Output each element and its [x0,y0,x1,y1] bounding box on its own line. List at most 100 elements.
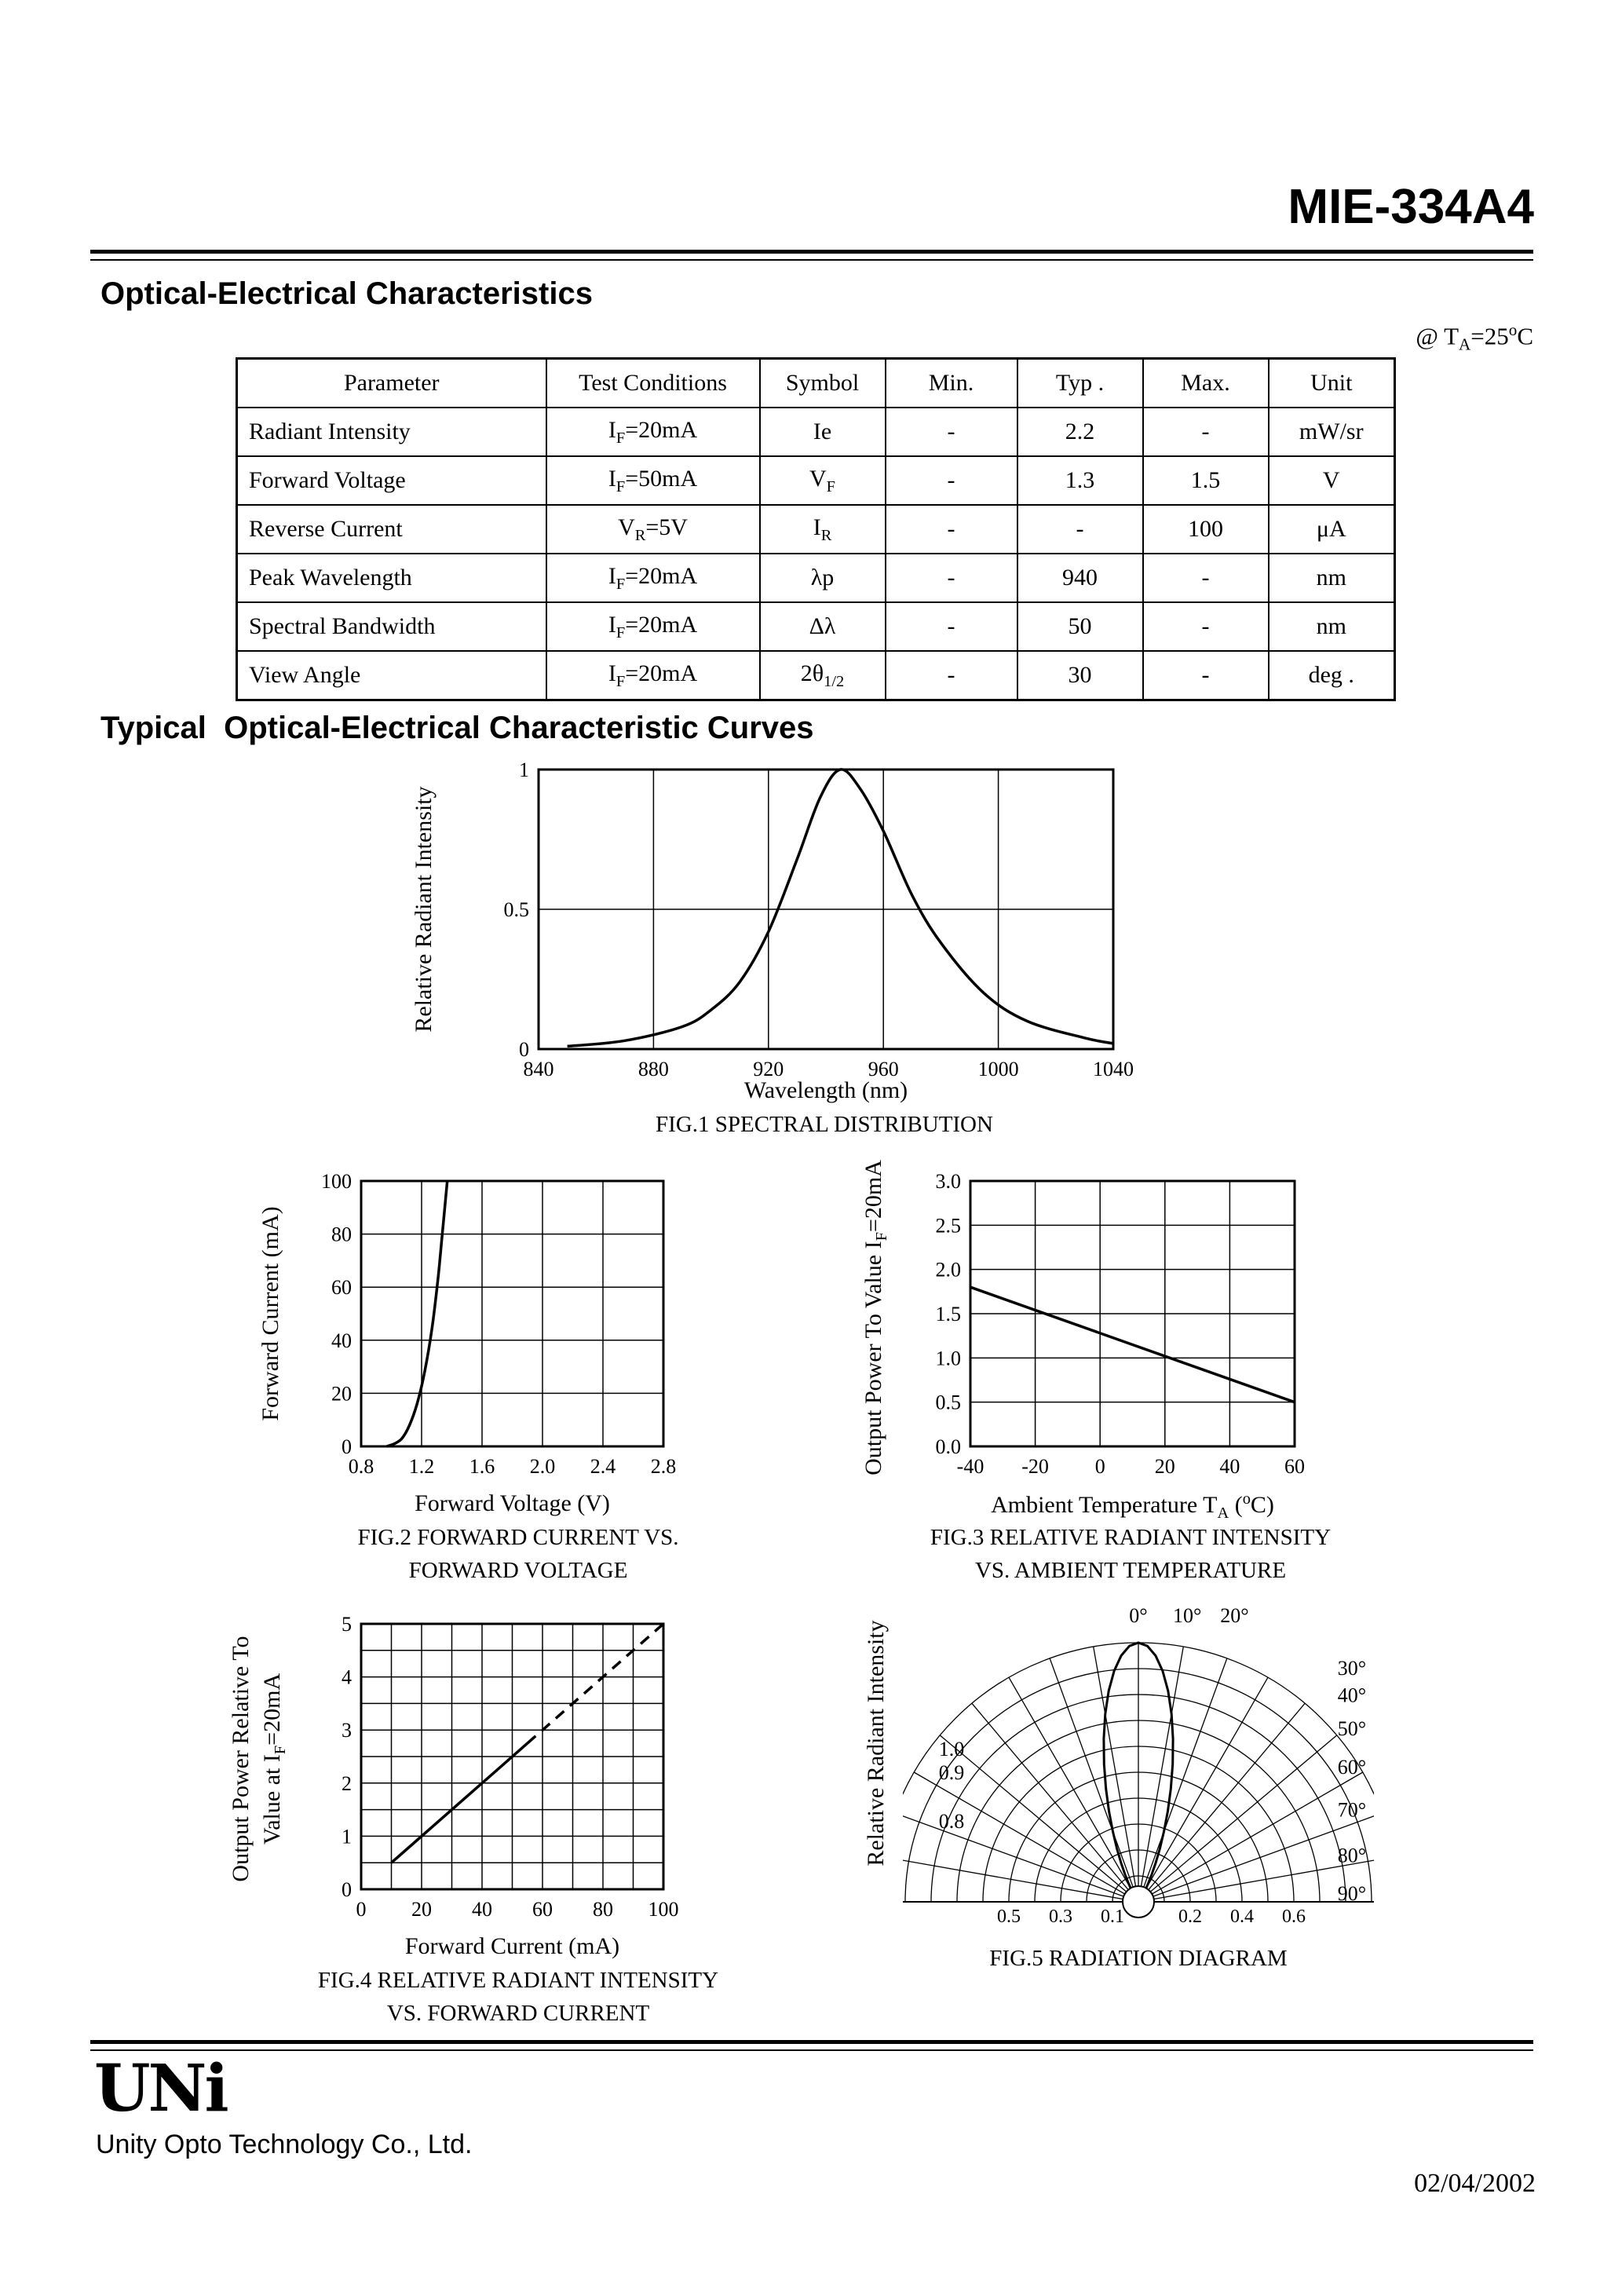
svg-text:920: 920 [753,1058,784,1079]
doc-date: 02/04/2002 [1414,2169,1536,2198]
table-cell: - [884,407,1018,457]
svg-text:960: 960 [868,1058,899,1079]
svg-text:2.0: 2.0 [530,1455,556,1478]
svg-text:0: 0 [356,1898,367,1921]
svg-text:2.4: 2.4 [590,1455,616,1478]
svg-text:20°: 20° [1220,1604,1248,1627]
table-cell: 1.3 [1016,455,1144,506]
svg-text:40: 40 [472,1898,492,1921]
table-header-cell: Parameter [236,357,547,408]
table-cell: λp [758,553,886,603]
svg-text:0.6: 0.6 [1282,1907,1306,1927]
table-cell: Reverse Current [236,504,547,554]
fig3-y-axis-label: Output Power To Value IF=20mA [860,1160,890,1475]
svg-text:0.8: 0.8 [349,1455,374,1478]
svg-text:3: 3 [342,1719,352,1742]
table-row: View Angle IF=20mA 2θ1/2-30- deg . [236,650,1396,701]
svg-text:30°: 30° [1338,1657,1366,1680]
svg-text:2.5: 2.5 [936,1214,962,1237]
section-heading-characteristics: Optical-Electrical Characteristics [100,276,593,311]
svg-text:0.3: 0.3 [1049,1907,1072,1927]
svg-text:1.0: 1.0 [939,1738,965,1760]
title-rule-bottom [90,259,1533,261]
svg-text:100: 100 [321,1170,352,1193]
table-cell: VR=5V [545,504,761,554]
svg-text:5: 5 [342,1613,352,1636]
table-cell: mW/sr [1267,407,1396,457]
fig4-x-axis-label: Forward Current (mA) [404,1933,620,1959]
svg-text:0.5: 0.5 [504,898,530,921]
svg-text:-20: -20 [1021,1455,1049,1478]
fig4-y-axis-label-line1: Output Power Relative To [228,1636,254,1882]
fig1-y-axis-label: Relative Radiant Intensity [411,786,437,1033]
fig3-caption-line2: VS. AMBIENT TEMPERATURE [974,1558,1287,1583]
svg-text:0.1: 0.1 [1101,1907,1124,1927]
table-cell: - [884,504,1018,554]
svg-text:1.6: 1.6 [469,1455,495,1478]
fig4-y-axis-label: Output Power Relative To Value at IF=20m… [225,1578,296,1940]
table-cell: - [1142,650,1269,701]
svg-text:0.5: 0.5 [997,1907,1021,1927]
table-cell: - [884,601,1018,652]
fig2-forward-current-chart: 0.8 1.2 1.6 2.0 2.4 2.8 0 20 40 60 80 100 [321,1170,676,1478]
table-row: Reverse Current VR=5V IR - -100 μA [236,504,1396,554]
table-cell: - [1142,553,1269,603]
table-cell: 30 [1016,650,1144,701]
table-row: Forward Voltage IF=50mA VF -1.3 1.5 V [236,455,1396,506]
svg-text:10°: 10° [1173,1604,1201,1627]
table-header-cell: Symbol [758,357,886,408]
fig2-caption-line2: FORWARD VOLTAGE [408,1558,628,1583]
fig3-x-axis-label: Ambient Temperature TA (oC) [991,1490,1274,1522]
svg-text:60: 60 [532,1898,553,1921]
svg-text:0: 0 [519,1038,529,1061]
svg-text:100: 100 [648,1898,679,1921]
svg-text:60: 60 [331,1276,352,1299]
svg-text:80: 80 [331,1223,352,1246]
table-cell: IF=50mA [545,455,761,506]
svg-text:0.4: 0.4 [1230,1907,1254,1927]
fig5-caption: FIG.5 RADIATION DIAGRAM [989,1946,1288,1971]
table-cell: IF=20mA [545,650,761,701]
table-header-cell: Typ . [1016,357,1144,408]
svg-text:1: 1 [519,759,529,781]
svg-text:0.0: 0.0 [936,1435,962,1458]
fig4-y-axis-label-line2: Value at IF=20mA [259,1673,289,1845]
svg-text:40: 40 [331,1329,352,1352]
fig2-x-axis-label: Forward Voltage (V) [415,1490,610,1516]
svg-text:70°: 70° [1338,1798,1366,1821]
fig1-caption: FIG.1 SPECTRAL DISTRIBUTION [656,1112,993,1137]
svg-text:2.0: 2.0 [936,1259,962,1281]
footer-rule-top [90,2040,1533,2044]
company-name: Unity Opto Technology Co., Ltd. [96,2130,473,2159]
svg-text:60°: 60° [1338,1756,1366,1779]
fig4-relative-output-chart: 0 20 40 60 80 100 0 1 2 3 4 5 [342,1613,679,1921]
table-cell: 100 [1142,504,1269,554]
table-cell: - [1016,504,1144,554]
svg-text:20: 20 [331,1382,352,1405]
table-row: Radiant Intensity IF=20mA Ie -2.2- mW/sr [236,407,1396,457]
svg-text:80: 80 [593,1898,613,1921]
table-cell: Ie [758,407,886,457]
fig1-spectral-chart: 840 880 920 960 1000 1040 0 0.5 1 [504,759,1134,1079]
svg-text:0.8: 0.8 [939,1810,965,1833]
svg-text:60: 60 [1284,1455,1305,1478]
fig3-caption-line1: FIG.3 RELATIVE RADIANT INTENSITY [930,1525,1332,1550]
fig5-y-axis-label: Relative Radiant Intensity [863,1620,889,1866]
table-cell: Spectral Bandwidth [236,601,547,652]
table-cell: IF=20mA [545,407,761,457]
svg-text:40°: 40° [1338,1684,1366,1706]
table-header-cell: Test Conditions [545,357,761,408]
svg-text:1.2: 1.2 [409,1455,435,1478]
svg-text:3.0: 3.0 [936,1170,962,1193]
table-header-cell: Max. [1142,357,1269,408]
section-heading-curves: Typical Optical-Electrical Characteristi… [100,711,814,745]
svg-text:0: 0 [342,1878,352,1901]
svg-text:1040: 1040 [1093,1058,1134,1079]
table-cell: 50 [1016,601,1144,652]
svg-text:0: 0 [342,1435,352,1458]
svg-text:840: 840 [524,1058,554,1079]
table-cell: View Angle [236,650,547,701]
fig5-radiation-diagram: 0° 10° 20° 30° 40° 50° 60° 70° 80° 90° 1.00.9 0.8 0.… [903,1604,1374,1927]
svg-text:1.0: 1.0 [936,1347,962,1369]
